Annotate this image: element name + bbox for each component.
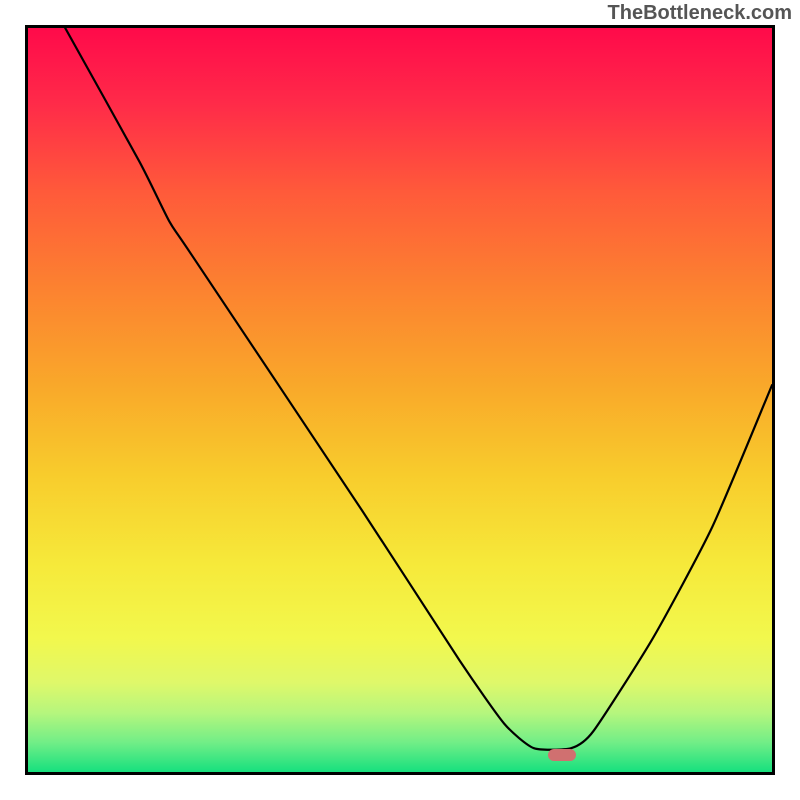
bottleneck-curve bbox=[28, 28, 772, 772]
optimal-point-marker bbox=[548, 749, 577, 761]
watermark-text: TheBottleneck.com bbox=[608, 2, 792, 25]
chart-frame bbox=[25, 25, 775, 775]
